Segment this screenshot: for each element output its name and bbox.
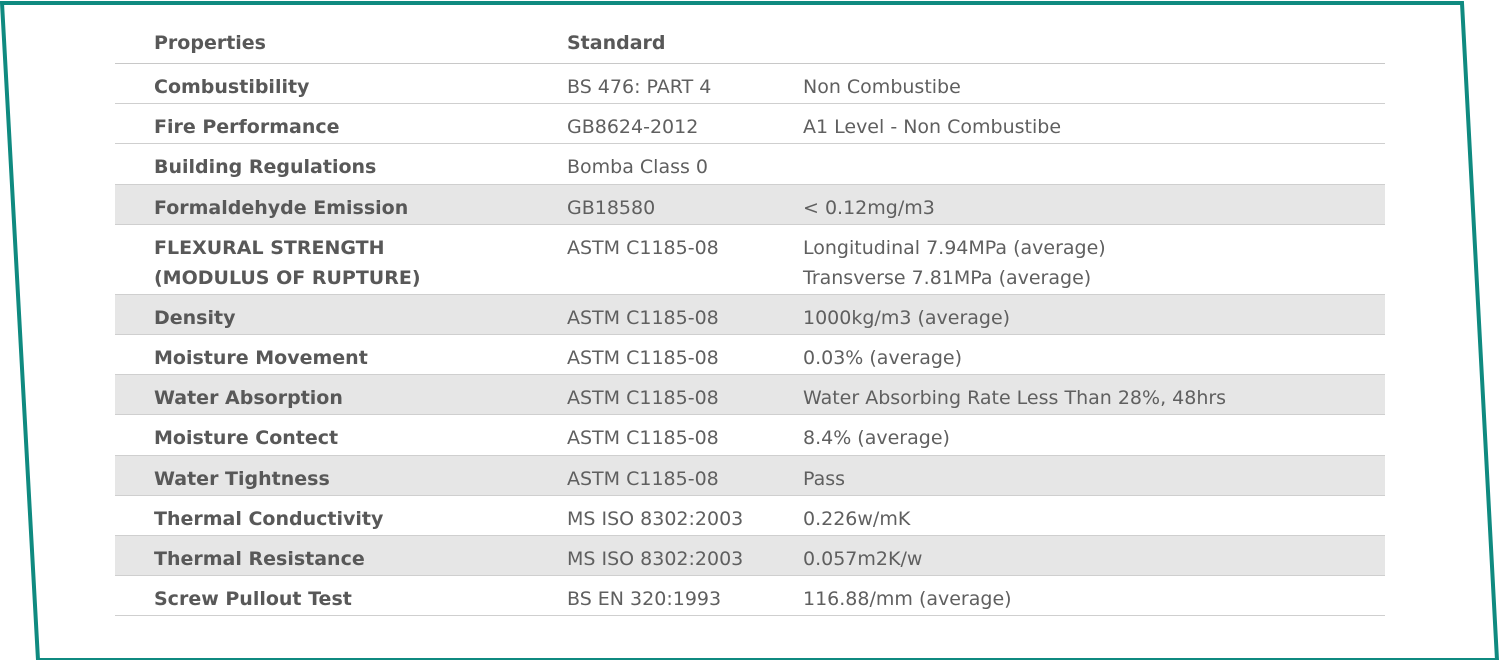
standard-cell: ASTM C1185-08 — [567, 387, 719, 410]
standard-cell: ASTM C1185-08 — [567, 236, 719, 259]
value-cell: 1000kg/m3 (average) — [803, 303, 1010, 333]
property-cell: Moisture Movement — [154, 343, 368, 373]
property-cell: Screw Pullout Test — [154, 584, 352, 614]
standard-cell: MS ISO 8302:2003 — [567, 547, 744, 570]
table-body: Combustibility BS 476: PART 4 Non Combusti… — [115, 64, 1385, 617]
property-text: Moisture Movement — [154, 346, 368, 369]
value-cell: 8.4% (average) — [803, 423, 950, 453]
value-cell: < 0.12mg/m3 — [803, 193, 935, 223]
value-cell: Longitudinal 7.94MPa (average) Transverse… — [803, 233, 1106, 293]
value-text: A1 Level - Non Combustibe — [803, 116, 1062, 139]
property-text: Thermal Conductivity — [154, 507, 384, 530]
value-text: Non Combustibe — [803, 76, 961, 98]
property-text: Water Absorption — [154, 387, 343, 410]
value-text: < 0.12mg/m3 — [803, 196, 935, 219]
value-cell: 0.226w/mK — [803, 504, 910, 534]
table-row: Thermal Conductivity MS ISO 8302:2003 0.22… — [115, 496, 1385, 536]
value-text: 116.88/mm (average) — [803, 588, 1012, 611]
table-row: Water Absorption ASTM C1185-08 Water Absor… — [115, 375, 1385, 416]
standard-cell: BS 476: PART 4 — [567, 76, 712, 98]
table-row: Thermal Resistance MS ISO 8302:2003 0.057m… — [115, 535, 1385, 577]
value-text: 1000kg/m3 (average) — [803, 306, 1011, 329]
property-cell: Thermal Resistance — [154, 544, 365, 574]
property-text: Moisture Contect — [154, 427, 339, 450]
table-header-row: Properties Standard — [115, 24, 1385, 64]
table-row: Moisture Contect ASTM C1185-08 8.4% (avera… — [115, 415, 1385, 456]
property-cell: Building Regulations — [154, 152, 376, 182]
header-standard: Standard — [567, 32, 666, 54]
property-text: Density — [154, 306, 236, 329]
property-text: FLEXURAL STRENGTH — [154, 236, 385, 259]
table-row: Density ASTM C1185-08 1000kg/m3 (average) — [115, 294, 1385, 335]
property-text: Combustibility — [154, 76, 310, 98]
standard-cell: ASTM C1185-08 — [567, 427, 719, 450]
property-cell: Formaldehyde Emission — [154, 193, 408, 223]
value-text: 0.03% (average) — [803, 346, 963, 369]
table-row: Combustibility BS 476: PART 4 Non Combusti… — [115, 64, 1385, 105]
value-cell: Water Absorbing Rate Less Than 28%, 48hr… — [803, 383, 1226, 413]
standard-cell: MS ISO 8302:2003 — [567, 507, 744, 530]
value-text: Transverse 7.81MPa (average) — [803, 266, 1092, 289]
value-text: Water Absorbing Rate Less Than 28%, 48hr… — [803, 387, 1227, 410]
property-text: (MODULUS OF RUPTURE) — [154, 266, 421, 289]
property-cell: Combustibility — [154, 72, 309, 102]
standard-cell: GB8624-2012 — [567, 116, 699, 139]
property-cell: Water Tightness — [154, 464, 330, 494]
property-text: Screw Pullout Test — [154, 588, 352, 611]
property-text: Building Regulations — [154, 156, 377, 179]
table-row: FLEXURAL STRENGTH (MODULUS OF RUPTURE) AST… — [115, 225, 1385, 295]
table-row: Moisture Movement ASTM C1185-08 0.03% (ave… — [115, 335, 1385, 376]
value-cell: 0.03% (average) — [803, 343, 962, 373]
property-cell: FLEXURAL STRENGTH (MODULUS OF RUPTURE) — [154, 233, 421, 293]
property-cell: Fire Performance — [154, 112, 340, 142]
standard-cell: ASTM C1185-08 — [567, 346, 719, 369]
value-text: 0.057m2K/w — [803, 547, 923, 570]
value-text: 8.4% (average) — [803, 427, 950, 450]
standard-cell: ASTM C1185-08 — [567, 467, 719, 490]
value-text: Pass — [803, 467, 846, 490]
table-row: Screw Pullout Test BS EN 320:1993 116.88/m… — [115, 576, 1385, 617]
header-properties: Properties — [154, 32, 266, 54]
properties-table: Properties Standard Combustibility BS 476… — [115, 24, 1385, 617]
table-row: Formaldehyde Emission GB18580 < 0.12mg/m3 — [115, 184, 1385, 225]
value-cell: 116.88/mm (average) — [803, 584, 1012, 614]
property-text: Thermal Resistance — [154, 547, 365, 570]
property-cell: Moisture Contect — [154, 423, 338, 453]
standard-cell: Bomba Class 0 — [567, 156, 709, 179]
value-cell: Pass — [803, 464, 845, 494]
value-text: 0.226w/mK — [803, 507, 911, 530]
table-row: Water Tightness ASTM C1185-08 Pass — [115, 455, 1385, 496]
value-text: Longitudinal 7.94MPa (average) — [803, 236, 1106, 259]
property-cell: Thermal Conductivity — [154, 504, 383, 534]
property-text: Formaldehyde Emission — [154, 196, 409, 219]
property-cell: Water Absorption — [154, 383, 343, 413]
value-cell: 0.057m2K/w — [803, 544, 922, 574]
property-text: Water Tightness — [154, 467, 330, 490]
property-text: Fire Performance — [154, 116, 340, 139]
value-cell: Non Combustibe — [803, 72, 961, 102]
standard-cell: BS EN 320:1993 — [567, 588, 722, 611]
property-cell: Density — [154, 303, 235, 333]
table-row: Fire Performance GB8624-2012 A1 Level - No… — [115, 104, 1385, 145]
standard-cell: GB18580 — [567, 196, 656, 219]
table-row: Building Regulations Bomba Class 0 — [115, 144, 1385, 185]
standard-cell: ASTM C1185-08 — [567, 306, 719, 329]
value-cell: A1 Level - Non Combustibe — [803, 112, 1061, 142]
